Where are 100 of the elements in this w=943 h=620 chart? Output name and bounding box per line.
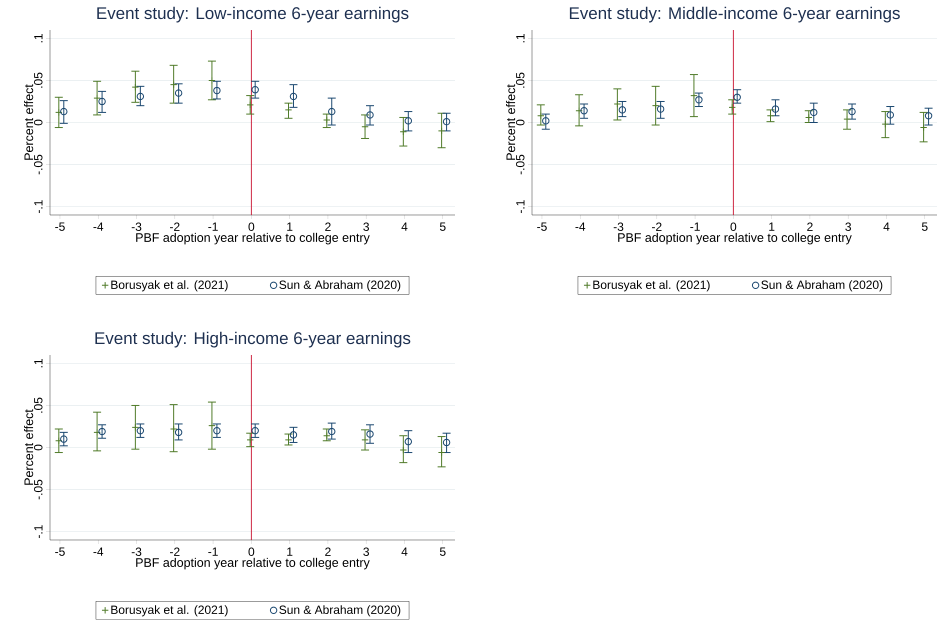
point: [886, 111, 894, 119]
point: [366, 430, 374, 438]
point: [174, 90, 182, 97]
x-axis-title: PBF adoption year relative to college entry: [618, 233, 852, 245]
point: [98, 98, 106, 106]
x-tick-label: -1: [690, 222, 700, 231]
x-tick-label: -3: [132, 548, 142, 556]
point: [174, 428, 182, 436]
x-tick-label: 2: [325, 548, 331, 556]
point: [614, 100, 622, 108]
point: [60, 108, 68, 116]
x-tick-label: -2: [170, 548, 180, 556]
point: [882, 120, 890, 128]
x-tick-label: -2: [652, 222, 662, 232]
x-tick-label: 1: [769, 222, 774, 231]
point: [404, 438, 412, 446]
y-axis-title: Percent effect: [24, 409, 34, 486]
point: [60, 436, 68, 444]
point: [213, 427, 221, 435]
y-tick-label: 0: [516, 120, 524, 126]
point: [208, 76, 216, 84]
legend-label: Borusyak et al. (2021): [111, 280, 228, 292]
point: [246, 436, 254, 444]
point: [136, 92, 144, 100]
x-tick-label: -5: [55, 222, 65, 232]
point: [580, 107, 588, 115]
y-tick-label: -.1: [34, 525, 42, 538]
x-tick-label: 3: [363, 222, 369, 232]
x-tick-label: 3: [845, 222, 851, 232]
point: [843, 116, 851, 124]
point: [136, 427, 144, 435]
x-tick-label: -4: [575, 222, 586, 231]
y-tick-label: -.1: [516, 200, 524, 214]
y-tick-label: .1: [516, 34, 524, 43]
point: [251, 86, 259, 94]
x-tick-label: -3: [132, 222, 142, 232]
y-tick-label: 0: [34, 120, 42, 126]
point: [93, 94, 101, 102]
point: [728, 104, 736, 112]
point: [366, 111, 374, 119]
chart-title: Event study: Low-income 6-year earnings: [97, 6, 408, 23]
point: [213, 87, 221, 94]
x-tick-label: -4: [93, 548, 104, 556]
point: [695, 96, 703, 104]
chart-title: Event study: High-income 6-year earnings: [95, 332, 410, 348]
point: [442, 438, 450, 446]
x-tick-label: 0: [730, 222, 736, 232]
point: [132, 84, 140, 92]
point: [284, 106, 292, 114]
x-tick-label: 2: [807, 222, 813, 232]
x-tick-label: 2: [325, 222, 331, 232]
x-axis-title: PBF adoption year relative to college entry: [136, 558, 370, 570]
y-tick-label: -.05: [34, 154, 42, 175]
x-tick-label: 5: [440, 548, 446, 556]
x-tick-label: 4: [883, 222, 890, 231]
x-tick-label: -1: [208, 222, 218, 231]
x-tick-label: -5: [537, 222, 547, 232]
point: [442, 118, 450, 126]
point: [404, 117, 412, 125]
y-tick-label: .1: [34, 359, 42, 368]
point: [848, 108, 856, 116]
legend-label: Sun & Abraham (2020): [279, 280, 400, 292]
x-tick-label: 3: [363, 548, 369, 556]
y-tick-label: -.05: [34, 480, 42, 500]
point: [924, 112, 932, 120]
point: [400, 128, 408, 136]
point: [772, 106, 780, 113]
point: [575, 107, 583, 115]
x-tick-label: -1: [208, 548, 218, 556]
point: [438, 127, 446, 135]
point: [361, 123, 369, 131]
point: [618, 106, 626, 114]
y-tick-label: .05: [34, 72, 42, 88]
x-tick-label: 0: [248, 222, 254, 232]
point: [290, 92, 298, 100]
point: [98, 428, 106, 436]
point: [361, 436, 369, 444]
point: [55, 108, 63, 116]
chart-title: Event study: Middle-income 6-year earnings: [570, 6, 900, 23]
legend-label: Sun & Abraham (2020): [761, 280, 882, 292]
point: [170, 81, 178, 89]
x-axis-title: PBF adoption year relative to college entry: [136, 233, 370, 245]
x-tick-label: -4: [93, 222, 104, 231]
point: [251, 427, 259, 435]
point: [656, 106, 664, 113]
x-tick-label: 4: [401, 548, 408, 556]
point: [246, 101, 254, 109]
y-axis-title: Percent effect: [24, 84, 34, 160]
x-tick-label: -5: [55, 548, 65, 556]
point: [328, 108, 336, 116]
x-tick-label: 4: [401, 222, 408, 231]
point: [438, 449, 446, 456]
x-tick-label: -2: [170, 222, 180, 232]
point: [323, 116, 330, 124]
legend-label: Borusyak et al. (2021): [593, 280, 710, 292]
legend-label: Sun & Abraham (2020): [279, 605, 400, 617]
y-tick-label: -.1: [34, 200, 42, 214]
x-tick-label: -3: [614, 222, 624, 232]
y-axis-title: Percent effect: [506, 84, 516, 160]
y-tick-label: -.05: [516, 154, 524, 175]
